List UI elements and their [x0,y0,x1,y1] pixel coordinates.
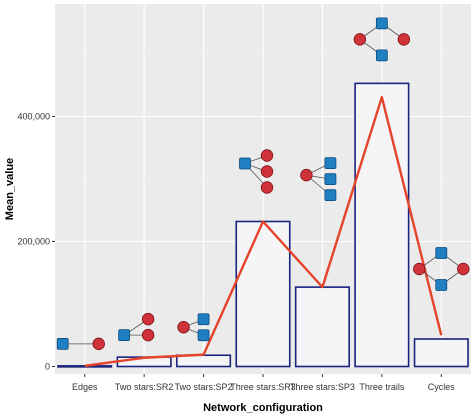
square-node [197,313,210,326]
circle-node [397,33,411,46]
y-tick-label: 400,000 [17,112,50,122]
network-icons [56,17,470,351]
three-stars-sr3-icon [239,149,274,194]
cycles-icon [413,247,470,291]
square-node [239,157,251,170]
three-trails-icon [353,17,411,62]
x-axis-title: Network_configuration [203,402,323,414]
circle-node [260,181,274,194]
bar [354,82,410,368]
circle-node [457,262,470,276]
square-node [435,279,448,291]
x-tick-label: Three trails [359,382,405,392]
y-tick-label: 0 [45,362,50,372]
bar [176,354,232,368]
y-tick-label: 200,000 [17,237,50,247]
square-node [197,329,210,342]
circle-node [141,328,155,342]
bar [413,338,469,368]
x-tick-label: Two stars:SP2 [175,382,233,392]
x-tick-label: Three stars:SR3 [230,382,296,392]
circle-node [353,33,367,46]
circle-node [141,312,155,326]
edge-motif-icon [56,337,105,351]
two-stars-sp2-icon [177,313,210,342]
bar [57,365,113,368]
circle-node [413,262,426,276]
square-node [435,247,448,259]
circle-node [92,337,105,351]
x-tick-label: Three stars:SP3 [290,382,355,392]
bar [294,286,350,368]
x-tick-label: Two stars:SR2 [115,382,174,392]
mean-line-path [84,95,443,368]
square-node [56,337,69,350]
circle-node [177,321,190,334]
circle-node [260,149,274,162]
y-axis-title: Mean_value [4,158,16,220]
circle-node [300,168,313,182]
three-stars-sp3-icon [300,157,337,202]
square-node [375,49,388,62]
y-tick-labels: 0 200,000 400,000 [17,112,55,372]
x-tick-label: Cycles [428,382,456,392]
square-node [118,329,131,342]
square-node [324,173,337,186]
square-node [324,157,337,170]
x-tick-label: Edges [72,382,98,392]
two-stars-sr2-icon [118,312,155,342]
square-node [324,189,337,202]
circle-node [260,165,274,178]
mean-line [84,95,443,368]
bars [57,82,469,368]
square-node [375,17,388,30]
